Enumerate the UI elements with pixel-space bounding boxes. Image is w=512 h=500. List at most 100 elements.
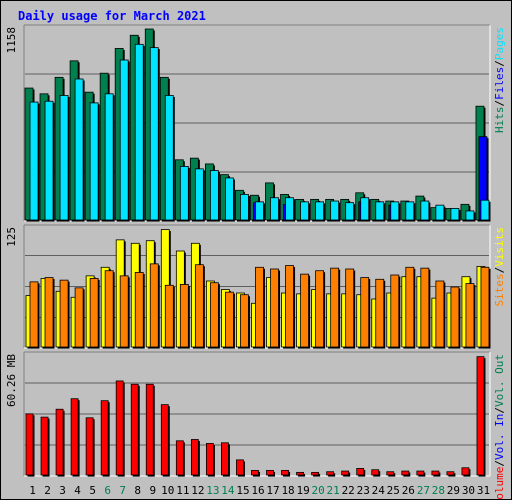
bar-pages-day-17 xyxy=(270,197,279,221)
panel-2-legend-item: / xyxy=(493,267,506,274)
panel-2-legend: Sites/Visits xyxy=(493,227,506,307)
panel-2-legend-item: Sites xyxy=(493,273,506,306)
bar-volume-day-16 xyxy=(251,469,259,476)
day-label-10: 10 xyxy=(161,484,174,497)
bar-sites-day-22 xyxy=(345,268,355,348)
bar-sites-day-21 xyxy=(330,267,340,348)
bar-volume-day-11 xyxy=(175,440,184,476)
bar-sites-day-1 xyxy=(29,281,39,348)
bar-pages-day-22 xyxy=(345,202,355,221)
panel-3-ymax-label: 60.26 MB xyxy=(5,354,18,407)
bar-volume-day-30 xyxy=(461,467,470,476)
bar-sites-day-3 xyxy=(59,279,69,348)
bar-pages-day-15 xyxy=(240,194,249,221)
bar-sites-day-20 xyxy=(315,270,325,348)
bar-sites-day-9 xyxy=(149,263,159,348)
bar-pages-day-29 xyxy=(450,208,460,221)
bar-pages-day-9 xyxy=(149,47,159,221)
bar-volume-day-5 xyxy=(85,417,94,476)
bar-pages-day-13 xyxy=(209,170,219,221)
bar-volume-day-31 xyxy=(476,356,485,476)
bar-pages-day-19 xyxy=(300,201,309,221)
bar-volume-day-3 xyxy=(55,408,64,476)
bar-volume-day-23 xyxy=(356,468,365,476)
bar-pages-day-2 xyxy=(44,100,54,221)
day-label-13: 13 xyxy=(206,484,219,497)
day-label-28: 28 xyxy=(432,484,445,497)
panel-1-legend-item: / xyxy=(493,60,506,67)
bar-volume-day-22 xyxy=(341,470,350,476)
day-label-26: 26 xyxy=(402,484,415,497)
day-label-1: 1 xyxy=(29,484,36,497)
bar-sites-day-31 xyxy=(480,266,490,348)
day-label-12: 12 xyxy=(191,484,204,497)
bar-pages-day-20 xyxy=(315,201,325,221)
bar-sites-day-12 xyxy=(194,264,204,348)
day-label-3: 3 xyxy=(59,484,66,497)
day-label-19: 19 xyxy=(296,484,309,497)
bar-sites-day-2 xyxy=(44,277,54,348)
bar-pages-day-10 xyxy=(164,95,174,221)
bar-sites-day-18 xyxy=(285,265,294,348)
bar-volume-day-29 xyxy=(446,471,455,476)
panel-2-ymax-label: 125 xyxy=(5,227,18,247)
panel-3-legend-item: Vol. Out xyxy=(493,354,506,407)
bar-sites-day-11 xyxy=(179,284,189,348)
bar-volume-day-21 xyxy=(326,471,335,476)
panel-3-legend: Volume/Vol. In/Vol. Out xyxy=(493,354,506,500)
bar-pages-day-23 xyxy=(360,197,370,221)
day-label-9: 9 xyxy=(149,484,156,497)
bar-pages-day-8 xyxy=(134,43,144,221)
bar-volume-day-27 xyxy=(416,470,425,476)
bar-pages-day-14 xyxy=(225,177,234,221)
bar-pages-day-26 xyxy=(405,201,415,221)
bar-sites-day-17 xyxy=(270,268,279,348)
bar-sites-day-26 xyxy=(405,266,415,348)
panel-3-legend-item: / xyxy=(493,407,506,414)
bar-pages-day-5 xyxy=(89,102,99,221)
bar-sites-day-27 xyxy=(420,267,430,348)
bar-volume-day-10 xyxy=(160,404,169,476)
day-label-25: 25 xyxy=(387,484,400,497)
bar-sites-day-24 xyxy=(375,278,385,348)
panel-3-legend-item: / xyxy=(493,460,506,467)
bar-volume-day-7 xyxy=(115,380,124,476)
bar-sites-day-7 xyxy=(119,275,129,348)
bar-volume-day-4 xyxy=(70,398,79,476)
bar-volume-day-24 xyxy=(371,469,380,476)
bar-pages-day-1 xyxy=(29,101,39,221)
day-label-31: 31 xyxy=(477,484,490,497)
panel-1-legend-item: Hits xyxy=(493,107,506,134)
bar-volume-day-17 xyxy=(266,469,274,476)
day-label-23: 23 xyxy=(357,484,370,497)
panel-3-legend-item: Volume xyxy=(493,467,506,500)
bar-volume-day-28 xyxy=(431,470,440,476)
panel-1-legend: Hits/Files/Pages xyxy=(493,27,506,133)
day-label-21: 21 xyxy=(327,484,340,497)
bar-sites-day-10 xyxy=(164,284,174,348)
bar-volume-day-12 xyxy=(190,439,199,476)
bar-sites-day-8 xyxy=(134,272,144,348)
chart-title: Daily usage for March 2021 xyxy=(18,9,206,23)
bar-sites-day-15 xyxy=(240,294,249,348)
bar-pages-day-28 xyxy=(435,204,445,221)
panel-1-legend-item: Pages xyxy=(493,27,506,60)
bar-volume-day-6 xyxy=(100,400,109,476)
bar-sites-day-14 xyxy=(225,291,234,348)
panel-2-legend-item: Visits xyxy=(493,227,506,267)
panel-1-legend-item: / xyxy=(493,100,506,107)
bar-sites-day-5 xyxy=(89,278,99,348)
day-label-11: 11 xyxy=(176,484,189,497)
day-label-20: 20 xyxy=(312,484,325,497)
bar-volume-day-26 xyxy=(401,470,410,476)
panel-1-legend-item: Files xyxy=(493,67,506,100)
day-label-27: 27 xyxy=(417,484,430,497)
day-label-2: 2 xyxy=(44,484,51,497)
bar-sites-day-19 xyxy=(300,273,309,348)
bar-pages-day-31 xyxy=(480,199,490,221)
bar-sites-day-25 xyxy=(390,274,400,348)
bar-pages-day-30 xyxy=(465,210,475,221)
day-label-17: 17 xyxy=(266,484,279,497)
bar-volume-day-9 xyxy=(145,383,154,476)
